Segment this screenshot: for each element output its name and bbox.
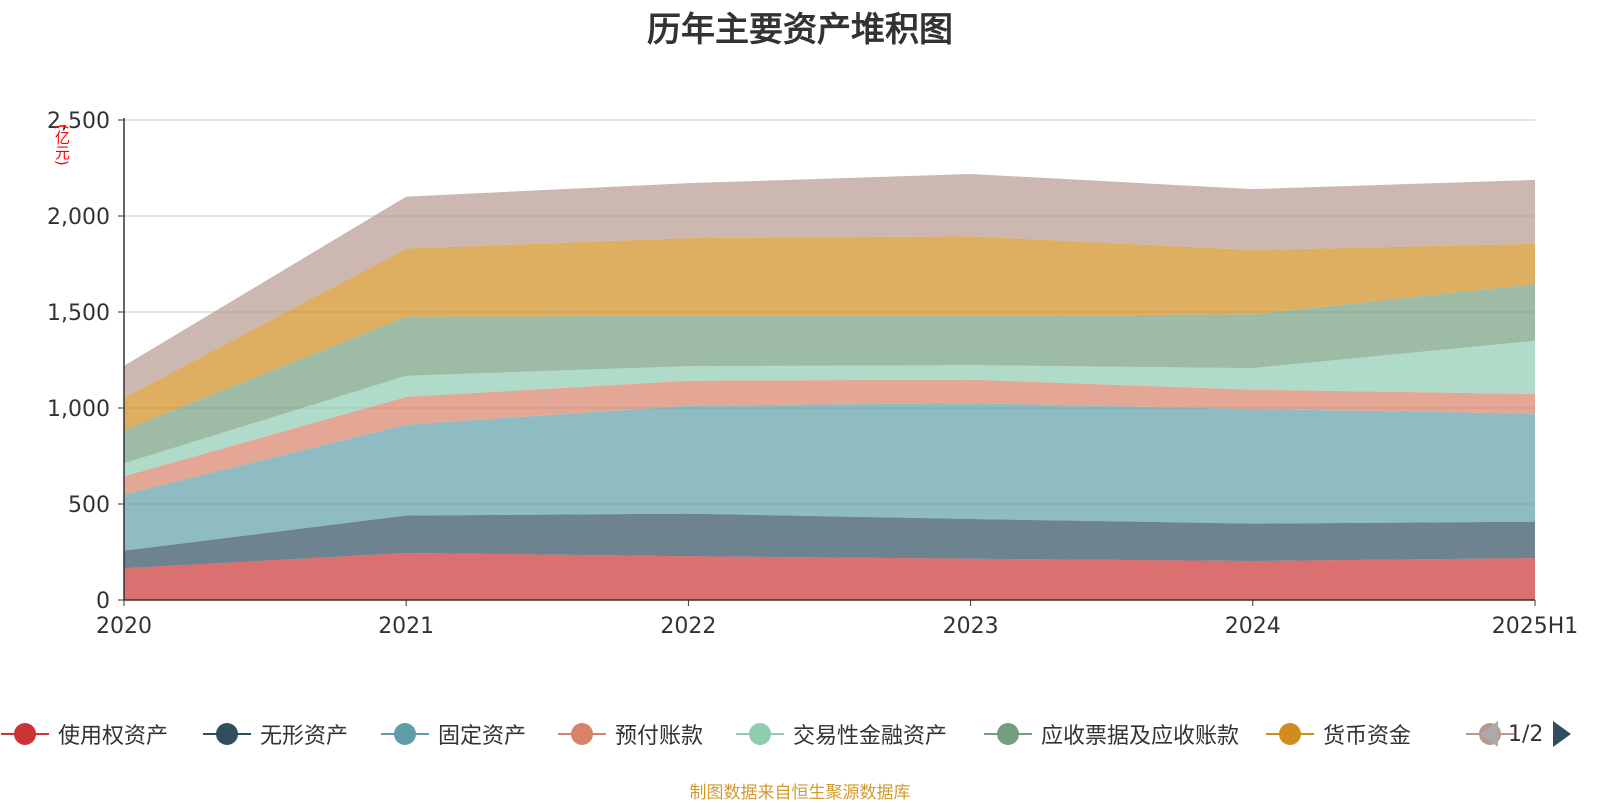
legend-marker-icon [203, 723, 251, 745]
source-note: 制图数据来自恒生聚源数据库 [689, 783, 911, 803]
stacked-area-chart: 0 500 1,000 1,500 2,000 2,500 2020 2021 2022 2023… [47, 109, 1579, 639]
legend-marker-icon [736, 723, 784, 745]
legend-label: 固定资产 [438, 724, 527, 749]
series-area-1 [124, 552, 1535, 600]
y-tick-label: 2,000 [47, 205, 110, 230]
legend-pager: 1/2 [1478, 712, 1573, 756]
series-area-8 [124, 173, 1535, 398]
legend-item[interactable]: 货币资金 [1265, 712, 1411, 756]
legend-marker-icon [381, 723, 429, 745]
legend-label: 使用权资产 [58, 724, 169, 749]
legend-marker-icon [1, 723, 49, 745]
y-tick-label: 1,500 [47, 301, 110, 326]
legend-item[interactable]: 预付账款 [557, 712, 703, 756]
legend-marker-icon [1266, 723, 1314, 745]
series-area-7 [124, 236, 1535, 431]
legend-label: 预付账款 [615, 724, 704, 749]
x-tick-label: 2020 [96, 614, 152, 639]
x-tick-label: 2023 [943, 614, 999, 639]
legend-label: 无形资产 [260, 724, 349, 749]
series-area-5 [124, 340, 1535, 477]
x-tick-label: 2021 [378, 614, 434, 639]
x-tick-label: 2024 [1225, 614, 1281, 639]
legend-item[interactable]: 使用权资产 [0, 712, 168, 756]
series-area-4 [124, 379, 1535, 495]
triangle-left-icon[interactable] [1478, 719, 1500, 749]
legend-item[interactable]: 交易性金融资产 [735, 712, 947, 756]
legend-marker-icon [558, 723, 606, 745]
legend-item[interactable]: 固定资产 [380, 712, 526, 756]
legend-item[interactable]: 无形资产 [202, 712, 348, 756]
x-tick-label: 2022 [660, 614, 716, 639]
legend-label: 货币资金 [1323, 724, 1412, 749]
triangle-right-icon[interactable] [1551, 719, 1573, 749]
y-tick-label: 0 [96, 589, 110, 614]
x-tick-label: 2025H1 [1492, 614, 1579, 639]
y-tick-label: 2,500 [47, 109, 110, 134]
y-tick-label: 1,000 [47, 397, 110, 422]
y-axis-unit-label: (亿元) [53, 124, 71, 166]
y-tick-label: 500 [68, 493, 110, 518]
series-area-3 [124, 403, 1535, 551]
chart-title: 历年主要资产堆积图 [647, 10, 953, 50]
legend-item[interactable]: 应收票据及应收账款 [983, 712, 1239, 756]
legend: 使用权资产 无形资产 固定资产 预付账款 交易性金融资产 应收票据及应收账款 货币资金 [0, 712, 1600, 756]
legend-label: 交易性金融资产 [793, 724, 948, 749]
legend-marker-icon [984, 723, 1032, 745]
series-area-2 [124, 513, 1535, 569]
legend-label: 应收票据及应收账款 [1041, 724, 1240, 749]
legend-page-indicator: 1/2 [1508, 721, 1544, 747]
series-area-6 [124, 284, 1535, 464]
